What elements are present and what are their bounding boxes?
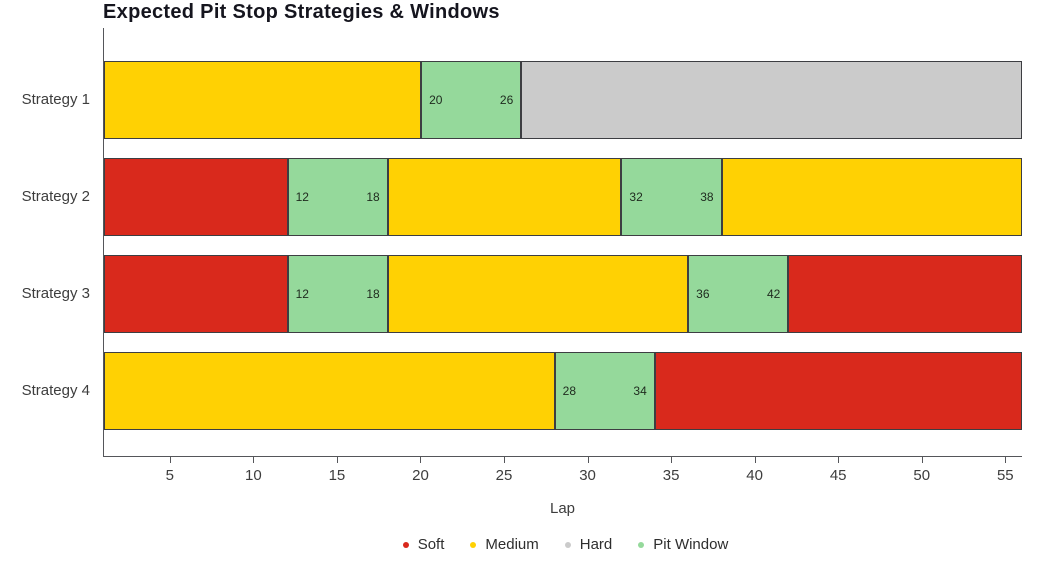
legend-item-hard: Hard: [564, 536, 613, 553]
x-tick-label: 20: [412, 467, 429, 484]
pit-window-labels: 12 18: [289, 256, 387, 332]
x-tick-mark: [336, 457, 338, 463]
bar-segment-soft: [654, 352, 1022, 430]
bar-segment-medium: [721, 158, 1022, 236]
legend-marker-hard-icon: [564, 541, 571, 548]
x-tick-mark: [420, 457, 422, 463]
x-tick-mark: [838, 457, 840, 463]
legend-label: Soft: [417, 536, 445, 553]
x-tick-mark: [754, 457, 756, 463]
x-tick-label: 50: [913, 467, 931, 484]
legend-marker-pit-window-icon: [638, 541, 645, 548]
pit-window-end-label: 38: [700, 190, 714, 204]
x-tick-label: 40: [746, 467, 763, 484]
x-tick-mark: [587, 457, 589, 463]
pit-window-start-label: 12: [295, 287, 309, 301]
legend-item-soft: Soft: [402, 536, 445, 553]
y-axis-label-strategy-4: Strategy 4: [21, 382, 90, 399]
legend-item-pit-window: Pit Window: [638, 536, 728, 553]
pit-window-start-label: 20: [429, 93, 443, 107]
bar-row-strategy-1: 20 26: [104, 61, 1022, 139]
x-tick-label: 55: [996, 467, 1014, 484]
bar-segment-pit-window: 28 34: [554, 352, 655, 430]
x-tick-mark: [921, 457, 923, 463]
pit-window-labels: 36 42: [689, 256, 787, 332]
bar-segment-pit-window: 20 26: [421, 61, 522, 139]
pit-window-labels: 20 26: [422, 62, 520, 138]
pit-window-end-label: 26: [499, 93, 514, 107]
pit-window-labels: 12 18: [289, 159, 387, 235]
x-tick-mark: [169, 457, 171, 463]
x-tick-label: 45: [829, 467, 847, 484]
x-tick-label: 5: [165, 467, 174, 484]
x-tick-label: 10: [245, 467, 262, 484]
bar-segment-soft: [104, 255, 288, 333]
pit-window-end-label: 42: [766, 287, 781, 301]
legend-item-medium: Medium: [470, 536, 539, 553]
bar-segment-pit-window: 32 38: [621, 158, 722, 236]
y-axis-label-strategy-2: Strategy 2: [21, 188, 90, 205]
x-tick-mark: [504, 457, 506, 463]
x-tick-label: 25: [495, 467, 513, 484]
x-tick-label: 15: [328, 467, 346, 484]
legend-marker-soft-icon: [402, 541, 409, 548]
pit-window-start-label: 28: [562, 384, 576, 398]
bar-segment-medium: [104, 352, 555, 430]
pit-window-labels: 32 38: [622, 159, 720, 235]
bar-segment-pit-window: 36 42: [688, 255, 789, 333]
y-axis-label-strategy-1: Strategy 1: [21, 91, 90, 108]
bar-segment-pit-window: 12 18: [287, 255, 388, 333]
pit-window-end-label: 34: [633, 384, 647, 398]
bar-segment-medium: [387, 158, 622, 236]
bar-row-strategy-2: 12 18 32 38: [104, 158, 1022, 236]
legend-label: Pit Window: [653, 536, 729, 553]
legend: Soft Medium Hard Pit Window: [103, 536, 1028, 553]
pit-window-start-label: 36: [696, 287, 710, 301]
pit-window-start-label: 12: [295, 190, 309, 204]
bar-segment-hard: [521, 61, 1022, 139]
chart-title: Expected Pit Stop Strategies & Windows: [103, 1, 500, 23]
bar-segment-medium: [387, 255, 689, 333]
x-axis-title: Lap: [549, 500, 576, 517]
bar-row-strategy-3: 12 18 36 42: [104, 255, 1022, 333]
x-tick-label: 35: [662, 467, 680, 484]
x-tick-mark: [671, 457, 673, 463]
legend-marker-medium-icon: [470, 541, 477, 548]
bar-segment-soft: [104, 158, 288, 236]
pit-window-labels: 28 34: [556, 353, 654, 429]
y-axis-label-strategy-3: Strategy 3: [21, 285, 90, 302]
bar-segment-pit-window: 12 18: [287, 158, 388, 236]
pit-window-end-label: 18: [366, 287, 380, 301]
pit-window-end-label: 18: [366, 190, 380, 204]
x-tick-mark: [1005, 457, 1007, 463]
bar-segment-medium: [104, 61, 422, 139]
pit-window-start-label: 32: [629, 190, 643, 204]
x-tick-mark: [253, 457, 255, 463]
x-tick-label: 30: [579, 467, 596, 484]
plot-area: 20 26 12 18 32 38 12 18 36 42 28 34: [103, 28, 1022, 457]
bar-segment-soft: [788, 255, 1022, 333]
legend-label: Medium: [485, 536, 539, 553]
bar-row-strategy-4: 28 34: [104, 352, 1022, 430]
legend-label: Hard: [579, 536, 613, 553]
